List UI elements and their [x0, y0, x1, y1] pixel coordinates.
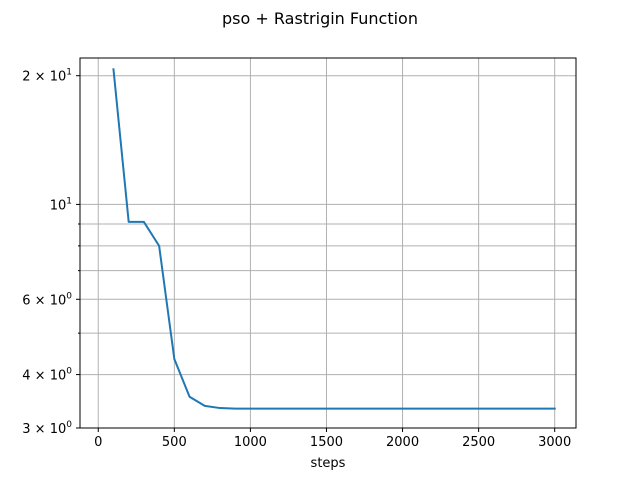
x-tick-label: 1500: [310, 435, 343, 450]
x-tick-label: 500: [162, 435, 187, 450]
chart-title: pso + Rastrigin Function: [222, 9, 418, 28]
grid: [80, 58, 576, 429]
ticks: 0 500 1000 1500 2000 2500 3000 3 × 100 4 × 100 6 …: [22, 68, 571, 450]
plot-frame: [79, 57, 577, 429]
y-tick-label: 101: [50, 196, 72, 213]
x-tick-label: 2500: [462, 435, 495, 450]
y-tick-label: 6 × 100: [22, 291, 72, 308]
x-tick-label: 1000: [234, 435, 267, 450]
series-layer: [112, 68, 556, 410]
x-tick-label: 3000: [538, 435, 571, 450]
x-tick-label: 2000: [386, 435, 419, 450]
series-line: [112, 68, 556, 410]
y-tick-label: 4 × 100: [22, 367, 72, 384]
y-tick-label: 2 × 101: [22, 68, 72, 85]
x-axis-label: steps: [311, 456, 346, 471]
x-tick-label: 0: [94, 435, 102, 450]
y-tick-label: 3 × 100: [22, 420, 72, 437]
